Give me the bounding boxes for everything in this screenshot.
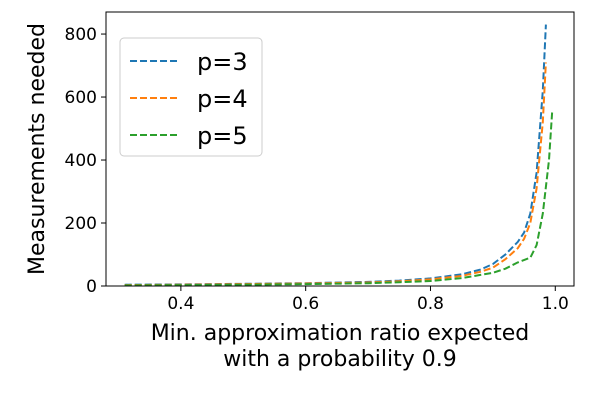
y-tick-label: 0 bbox=[86, 277, 97, 297]
x-axis-label-line1: Min. approximation ratio expected bbox=[151, 321, 530, 346]
series-layer bbox=[124, 24, 554, 287]
x-tick-label: 0.8 bbox=[417, 294, 444, 314]
y-axis: 0 200 400 600 800 bbox=[65, 25, 106, 297]
y-tick-label: 600 bbox=[65, 88, 97, 108]
legend-entry-label: p=5 bbox=[197, 122, 248, 150]
x-tick-label: 0.4 bbox=[167, 294, 194, 314]
legend-entry-label: p=3 bbox=[197, 48, 248, 76]
y-tick-label: 800 bbox=[65, 25, 97, 45]
y-tick-label: 400 bbox=[65, 151, 97, 171]
legend: p=3 p=4 p=5 bbox=[119, 37, 263, 157]
legend-box bbox=[119, 37, 263, 157]
y-tick-label: 200 bbox=[65, 214, 97, 234]
series-line-p5 bbox=[124, 111, 554, 287]
legend-entry-label: p=4 bbox=[197, 85, 248, 113]
y-axis-label: Measurements needed bbox=[25, 23, 50, 275]
x-tick-label: 0.6 bbox=[292, 294, 319, 314]
plot-frame bbox=[105, 11, 575, 287]
x-tick-label: 1.0 bbox=[542, 294, 569, 314]
x-axis: 0.4 0.6 0.8 1.0 bbox=[167, 286, 569, 314]
x-axis-label-line2: with a probability 0.9 bbox=[223, 347, 457, 372]
